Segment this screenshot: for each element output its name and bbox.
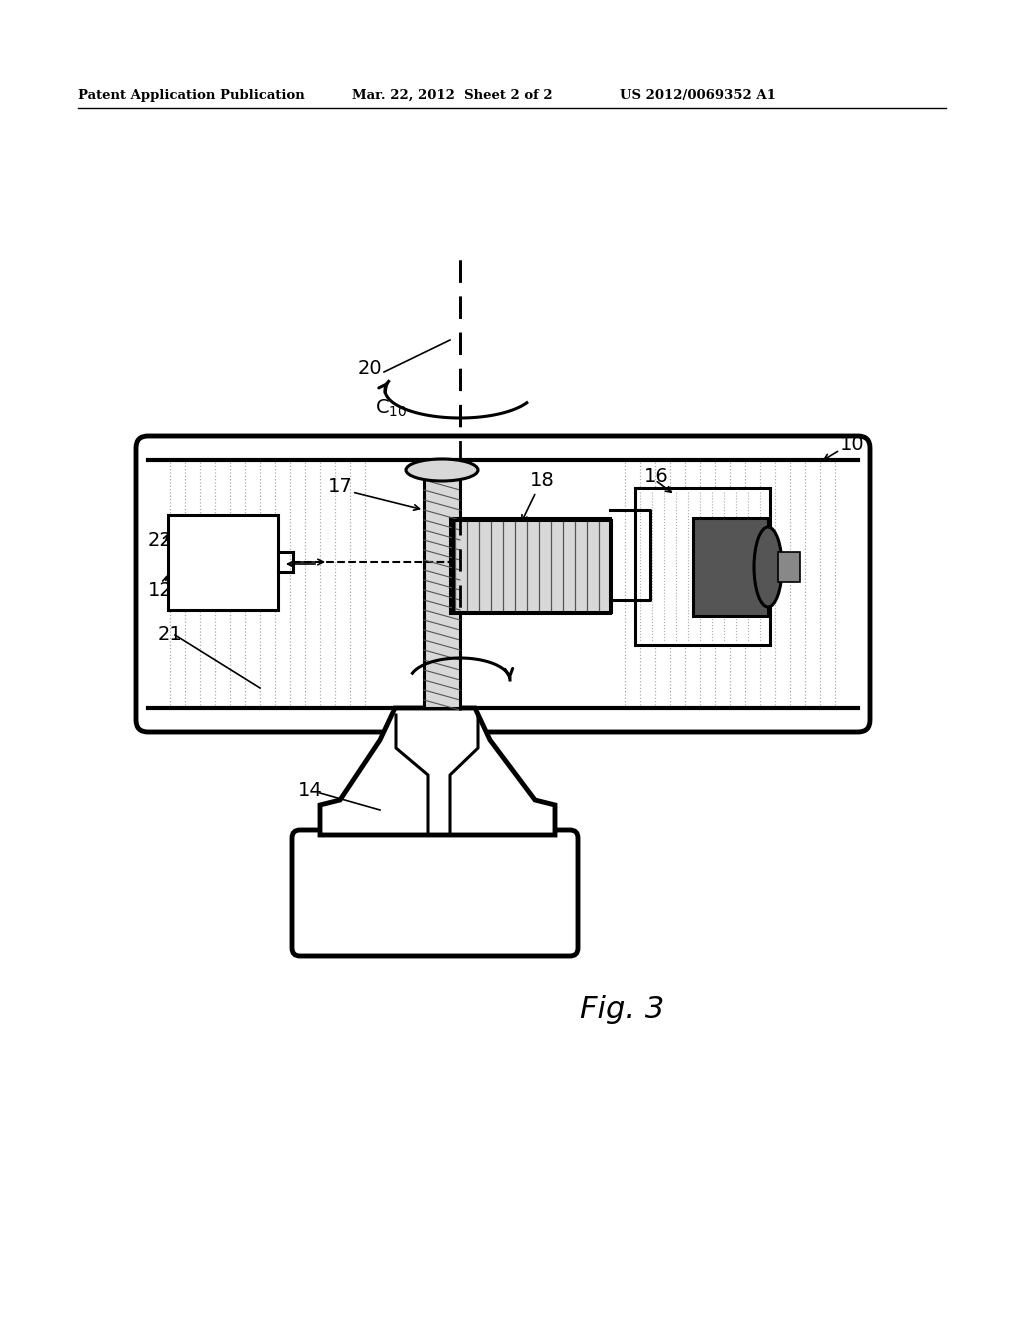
Text: Fig. 3: Fig. 3 [580, 995, 665, 1024]
Text: 22: 22 [148, 531, 173, 549]
Bar [168, 515, 278, 610]
Text: 16: 16 [644, 466, 669, 486]
Polygon shape [450, 517, 610, 612]
Bar [635, 488, 770, 645]
Text: Patent Application Publication: Patent Application Publication [78, 88, 305, 102]
FancyBboxPatch shape [292, 830, 578, 956]
Text: 20: 20 [358, 359, 383, 378]
Text: 18: 18 [530, 470, 555, 490]
Text: 17: 17 [328, 478, 352, 496]
Text: Mar. 22, 2012  Sheet 2 of 2: Mar. 22, 2012 Sheet 2 of 2 [352, 88, 553, 102]
Text: 10: 10 [840, 436, 864, 454]
Bar [778, 552, 800, 582]
Bar [453, 520, 611, 612]
Ellipse shape [754, 527, 782, 607]
FancyBboxPatch shape [136, 436, 870, 733]
Polygon shape [319, 708, 555, 836]
Bar [693, 517, 768, 616]
Text: 14: 14 [298, 780, 323, 800]
Text: C$_{10}$: C$_{10}$ [375, 397, 408, 418]
Text: 21: 21 [158, 626, 182, 644]
Text: US 2012/0069352 A1: US 2012/0069352 A1 [620, 88, 776, 102]
Text: 12: 12 [148, 581, 173, 599]
Ellipse shape [406, 459, 478, 480]
Bar [424, 459, 460, 708]
